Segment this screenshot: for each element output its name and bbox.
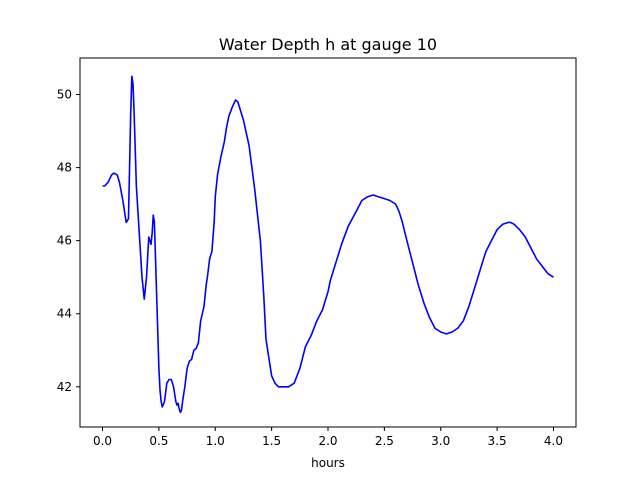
x-tick-label: 1.5 xyxy=(262,434,281,448)
plot-area xyxy=(102,75,554,414)
y-tick-label: 48 xyxy=(57,161,72,175)
y-tick-label: 42 xyxy=(57,380,72,394)
y-tick-label: 44 xyxy=(57,307,72,321)
x-tick-label: 3.0 xyxy=(431,434,450,448)
chart-title: Water Depth h at gauge 10 xyxy=(219,35,437,54)
y-axis-ticks: 42 44 46 48 50 xyxy=(57,88,80,394)
x-tick-label: 2.0 xyxy=(318,434,337,448)
x-axis-label: hours xyxy=(311,456,345,470)
x-tick-label: 4.0 xyxy=(544,434,563,448)
x-tick-label: 0.5 xyxy=(149,434,168,448)
x-axis-ticks: 0.0 0.5 1.0 1.5 2.0 2.5 3.0 3.5 4.0 xyxy=(93,427,563,448)
y-tick-label: 46 xyxy=(57,234,72,248)
x-tick-label: 0.0 xyxy=(93,434,112,448)
x-tick-label: 3.5 xyxy=(488,434,507,448)
series-line-water-depth xyxy=(102,75,554,414)
plot-frame xyxy=(79,57,577,428)
x-tick-label: 2.5 xyxy=(375,434,394,448)
y-tick-label: 50 xyxy=(57,88,72,102)
x-tick-label: 1.0 xyxy=(206,434,225,448)
